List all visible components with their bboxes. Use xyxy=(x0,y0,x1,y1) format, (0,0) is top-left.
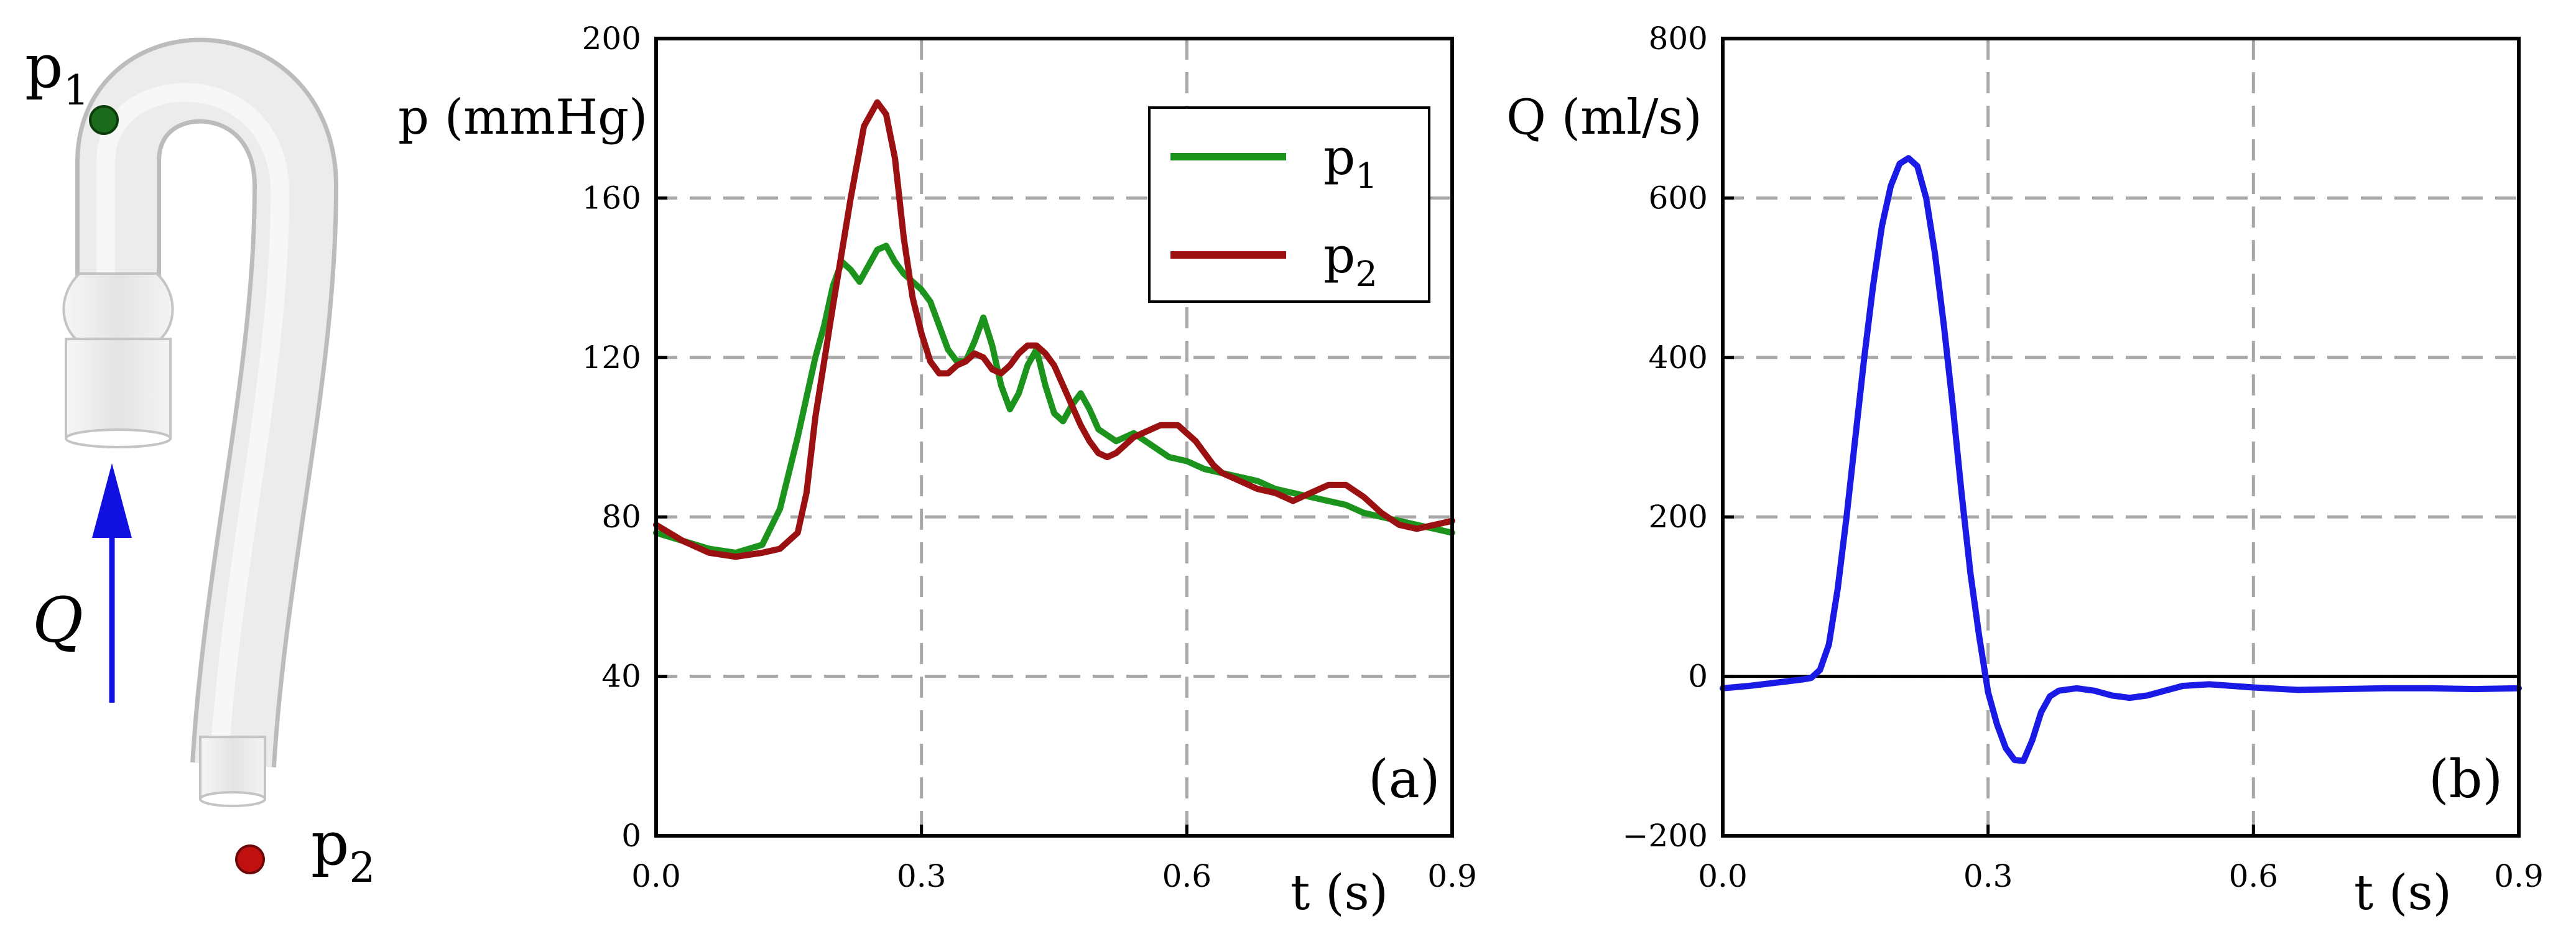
legend-p2-label: p2 xyxy=(1323,226,1378,295)
flow-arrow-head xyxy=(92,463,132,538)
q-label: Q xyxy=(32,584,83,657)
flow-ylabel: Q (ml/s) xyxy=(1506,90,1702,146)
a-xtick-label: 0.3 xyxy=(897,858,947,894)
b-xtick-label: 0.6 xyxy=(2229,858,2279,894)
p1-dot xyxy=(89,105,119,135)
b-ytick-label: −200 xyxy=(1623,818,1708,854)
flow-xlabel: t (s) xyxy=(2354,865,2452,921)
vessel-inlet-opening xyxy=(65,428,172,448)
a-xtick-label: 0.0 xyxy=(631,858,681,894)
flow-panel-label: (b) xyxy=(2429,749,2503,810)
b-series-Q xyxy=(1720,155,2522,764)
a-ytick-label: 120 xyxy=(582,340,641,376)
a-ytick-label: 0 xyxy=(621,818,641,854)
vessel-outlet-cylinder xyxy=(199,736,266,800)
flow-plot-frame xyxy=(1721,37,2521,838)
pressure-plot-frame xyxy=(654,37,1454,838)
legend-p1-label: p1 xyxy=(1323,128,1378,197)
b-ytick-label: 800 xyxy=(1649,21,1708,57)
b-xtick-label: 0.3 xyxy=(1963,858,2013,894)
flow-chart: 0.0 0.3 0.6 0.9 −200 0 200 400 600 800 Q (ml/s) t… xyxy=(1506,21,2544,921)
p2-label: p2 xyxy=(311,809,375,892)
pressure-legend: p1 p2 xyxy=(1148,106,1430,303)
a-xtick-label: 0.6 xyxy=(1162,858,1212,894)
p2-dot xyxy=(235,844,265,874)
b-ytick-label: 0 xyxy=(1688,659,1708,695)
pressure-xlabel: t (s) xyxy=(1290,865,1388,921)
a-series-p2 xyxy=(653,99,1455,560)
a-ytick-label: 160 xyxy=(582,180,641,216)
b-ytick-label: 400 xyxy=(1649,340,1708,376)
p1-label: p1 xyxy=(25,32,89,114)
b-ytick-label: 200 xyxy=(1649,499,1708,535)
b-ytick-label: 600 xyxy=(1649,180,1708,216)
legend-box xyxy=(1148,106,1430,303)
a-ytick-label: 80 xyxy=(601,499,641,535)
a-ytick-label: 40 xyxy=(601,659,641,695)
pressure-ylabel: p (mmHg) xyxy=(398,90,647,146)
vessel-tube-highlight xyxy=(96,83,290,766)
b-xtick-label: 0.0 xyxy=(1698,858,1748,894)
vessel-outlet-opening xyxy=(199,791,266,807)
vessel-root-bulge xyxy=(62,272,174,340)
vessel-schematic: Q p1 p2 xyxy=(25,32,375,892)
b-xtick-label: 0.9 xyxy=(2494,858,2544,894)
vessel-inlet-cylinder xyxy=(65,338,172,440)
a-xtick-label: 0.9 xyxy=(1427,858,1477,894)
a-ytick-label: 200 xyxy=(582,21,641,57)
pressure-chart: 0.0 0.3 0.6 0.9 0 40 80 120 160 200 p (mmHg) t (s… xyxy=(398,21,1477,921)
pressure-panel-label: (a) xyxy=(1368,749,1440,810)
